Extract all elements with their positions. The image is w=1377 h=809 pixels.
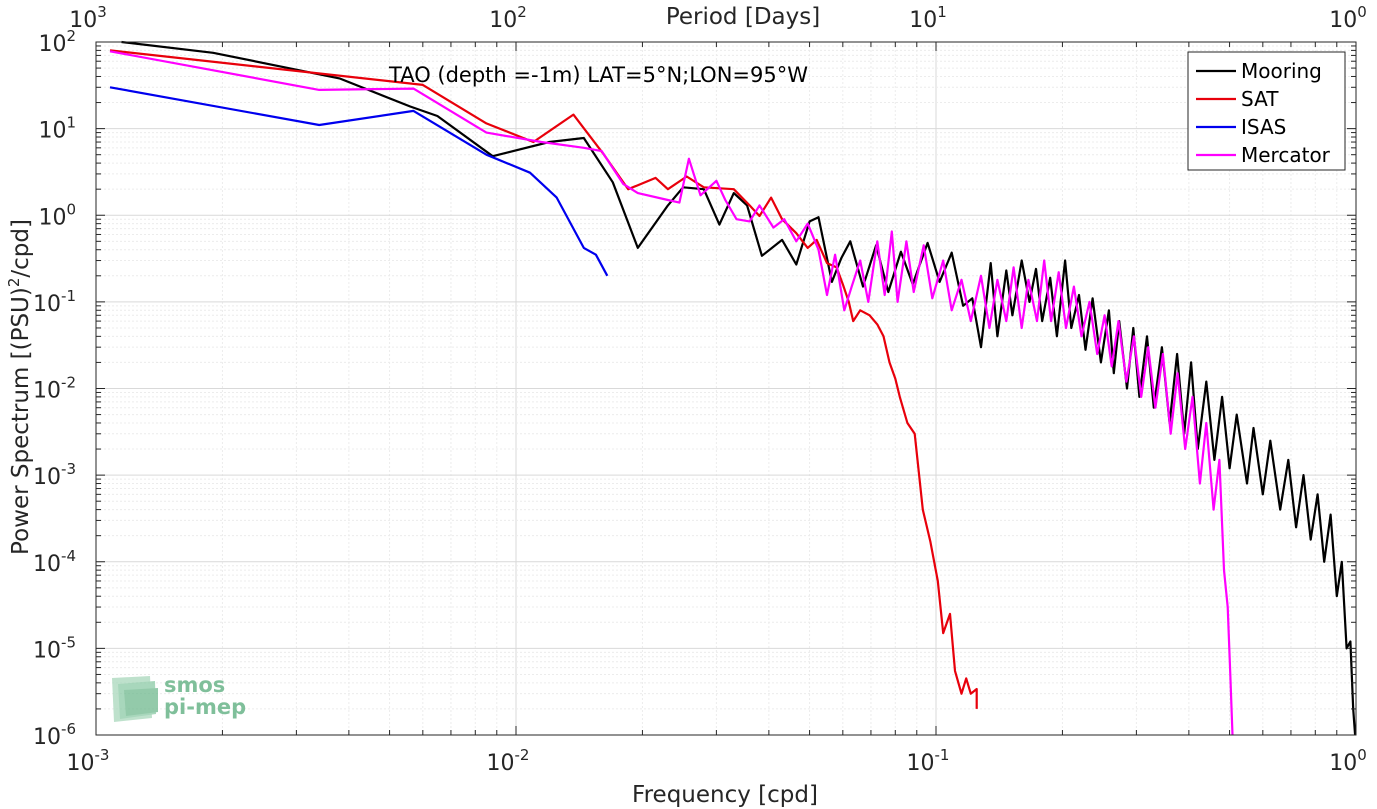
series-lines	[109, 40, 1357, 736]
y-tick-label: 100	[38, 200, 76, 230]
logo-text-smos: smos	[164, 673, 225, 697]
x2-tick-label-exp: 0	[1357, 3, 1367, 21]
y-tick-label-exp: 2	[66, 27, 76, 45]
x-tick-label-base: 10	[67, 751, 95, 776]
x2-tick-label-exp: 3	[97, 3, 107, 21]
y-tick-label-base: 10	[33, 638, 61, 663]
y-tick-label-exp: -2	[61, 374, 76, 392]
x-tick-label-base: 10	[907, 751, 935, 776]
series-line-mercator	[109, 50, 1234, 736]
x2-tick-label-base: 10	[69, 8, 97, 33]
x2-tick-label-exp: 2	[517, 3, 527, 21]
y-axis-label-exp: 2	[5, 278, 23, 288]
y-tick-label-base: 10	[38, 119, 66, 144]
y-tick-label-base: 10	[38, 205, 66, 230]
y-tick-label: 10-1	[33, 287, 76, 317]
y-tick-label-exp: 0	[66, 200, 76, 218]
x-tick-label-exp: -2	[515, 746, 530, 764]
y-tick-label: 10-4	[33, 547, 76, 577]
y-axis-label-main: Power Spectrum [(PSU)	[8, 287, 34, 555]
x2-tick-label-base: 10	[489, 8, 517, 33]
chart-title: TAO (depth =-1m) LAT=5°N;LON=95°W	[388, 63, 808, 87]
y-tick-label-exp: 1	[66, 114, 76, 132]
legend-label-isas: ISAS	[1241, 115, 1286, 139]
x-tick-label-base: 10	[1329, 751, 1357, 776]
x2-tick-label-exp: 1	[937, 3, 947, 21]
y-tick-label: 10-2	[33, 374, 76, 404]
y-tick-label-exp: -6	[61, 720, 76, 738]
x2-tick-label: 103	[69, 3, 107, 33]
y-tick-label: 102	[38, 27, 76, 57]
x-tick-label: 10-2	[487, 746, 530, 776]
x-axis-label: Frequency [cpd]	[632, 782, 818, 808]
x-tick-label-exp: -1	[935, 746, 950, 764]
legend-label-mooring: Mooring	[1241, 59, 1322, 83]
y-axis-label-suffix: /cpd]	[8, 219, 34, 278]
y-tick-label-exp: -5	[61, 633, 76, 651]
x-tick-label-exp: -3	[95, 746, 110, 764]
legend-label-sat: SAT	[1241, 87, 1279, 111]
legend: Mooring SAT ISAS Mercator	[1187, 51, 1346, 171]
y-tick-label: 10-5	[33, 633, 76, 663]
x-tick-label-exp: 0	[1357, 746, 1367, 764]
x2-tick-label-base: 10	[1329, 8, 1357, 33]
x-tick-label: 10-3	[67, 746, 110, 776]
smos-logo: smos pi-mep	[112, 673, 246, 722]
axis-ticks	[95, 41, 1357, 736]
y-tick-label-base: 10	[33, 465, 61, 490]
series-line-sat	[109, 49, 978, 709]
y-axis-label: Power Spectrum [(PSU)2/cpd]	[5, 219, 34, 555]
y-tick-label-base: 10	[33, 552, 61, 577]
y-tick-label-exp: -3	[61, 460, 76, 478]
y-tick-label: 101	[38, 114, 76, 144]
logo-text-pimep: pi-mep	[164, 695, 246, 719]
y-tick-label-exp: -1	[61, 287, 76, 305]
x2-tick-label-base: 10	[909, 8, 937, 33]
y-tick-label-base: 10	[33, 292, 61, 317]
y-tick-label: 10-6	[33, 720, 76, 750]
y-tick-label-base: 10	[33, 379, 61, 404]
top-axis-label: Period [Days]	[666, 4, 820, 30]
y-tick-label-base: 10	[38, 32, 66, 57]
y-tick-label-base: 10	[33, 725, 61, 750]
y-tick-label: 10-3	[33, 460, 76, 490]
series-line-isas	[109, 86, 609, 277]
x-tick-label-base: 10	[487, 751, 515, 776]
x-tick-label: 10-1	[907, 746, 950, 776]
x2-tick-label: 100	[1329, 3, 1367, 33]
legend-label-mercator: Mercator	[1241, 143, 1331, 167]
x2-tick-label: 102	[489, 3, 527, 33]
x2-tick-label: 101	[909, 3, 947, 33]
x-tick-label: 100	[1329, 746, 1367, 776]
y-tick-label-exp: -4	[61, 547, 76, 565]
logo-mark	[112, 676, 158, 722]
